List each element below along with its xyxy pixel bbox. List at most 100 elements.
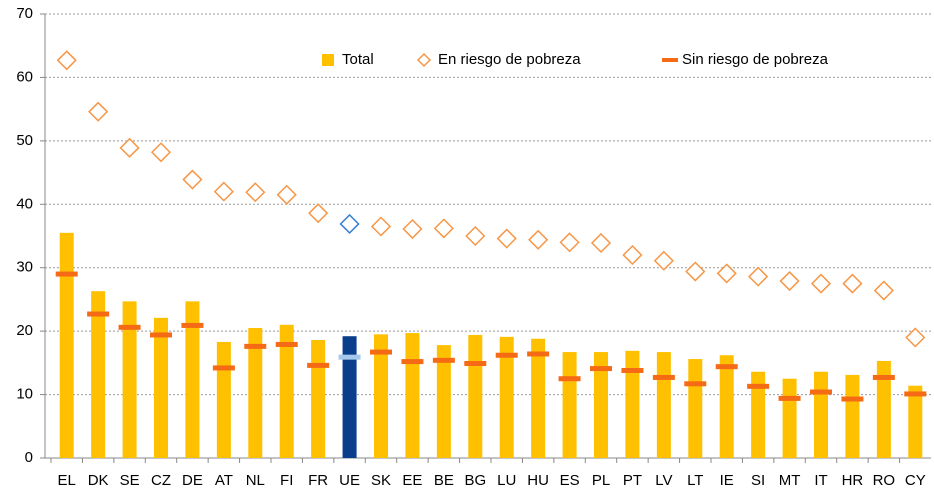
bar: [719, 355, 734, 458]
bar: [814, 371, 828, 458]
diamond-marker: [150, 142, 172, 163]
x-tick-label: DE: [182, 472, 203, 489]
dash-marker: [275, 341, 298, 347]
x-tick-label: BE: [434, 472, 454, 489]
x-tick-label: PT: [623, 472, 642, 489]
bar: [656, 352, 671, 458]
dash-marker: [558, 376, 581, 382]
dash-marker: [87, 311, 110, 317]
dash-marker: [872, 374, 895, 380]
dash-marker: [307, 362, 330, 368]
dash-marker: [370, 349, 392, 355]
bar: [468, 334, 483, 458]
diamond-marker: [465, 225, 486, 247]
bar: [405, 333, 420, 458]
bar: [91, 291, 106, 458]
x-tick-label: HU: [527, 472, 549, 489]
diamond-marker: [56, 50, 77, 71]
diamond-marker: [873, 280, 894, 301]
x-tick-label: SK: [371, 472, 391, 489]
legend-label: Total: [342, 51, 374, 68]
legend-swatch: [322, 54, 334, 66]
legend-label: Sin riesgo de pobreza: [682, 51, 829, 68]
dash-marker: [464, 360, 487, 366]
bar: [625, 350, 640, 458]
x-tick-label: SI: [751, 472, 765, 489]
x-tick-label: IE: [720, 472, 734, 489]
x-tick-label: DK: [88, 472, 109, 489]
bar: [248, 327, 263, 458]
diamond-marker: [308, 203, 329, 224]
x-tick-label: FR: [308, 472, 328, 489]
y-tick-label: 20: [16, 322, 33, 339]
diamond-marker: [748, 266, 769, 287]
diamond-marker: [716, 263, 737, 284]
x-tick-label: LV: [655, 472, 672, 489]
bar: [154, 317, 168, 458]
bar: [436, 345, 451, 458]
dash-marker: [212, 365, 235, 371]
x-tick-label: EL: [58, 472, 76, 489]
x-tick-label: CZ: [151, 472, 171, 489]
diamond-marker: [810, 273, 832, 294]
y-tick-label: 60: [16, 68, 33, 85]
diamond-marker: [559, 232, 580, 253]
bar: [594, 352, 608, 458]
diamond-marker: [653, 250, 674, 271]
bar: [499, 336, 514, 458]
x-tick-label: LT: [687, 472, 703, 489]
x-tick-label: PL: [592, 472, 610, 489]
x-tick-label: EE: [402, 472, 422, 489]
x-tick-label: BG: [464, 472, 486, 489]
diamond-marker: [496, 228, 517, 249]
dash-marker: [55, 271, 78, 277]
x-tick-label: FI: [280, 472, 293, 489]
dash-marker: [841, 396, 864, 402]
y-tick-label: 50: [16, 132, 33, 149]
x-tick-label: UE: [339, 472, 360, 489]
y-tick-label: 30: [16, 259, 33, 276]
dash-marker: [338, 354, 361, 360]
dash-marker: [778, 395, 801, 401]
x-tick-label: AT: [215, 472, 233, 489]
dash-marker: [747, 383, 770, 389]
legend-swatch: [662, 58, 678, 62]
x-tick-label: SE: [120, 472, 140, 489]
dash-marker: [118, 324, 141, 330]
dash-marker: [181, 322, 204, 328]
bar: [374, 334, 388, 458]
diamond-marker: [245, 182, 266, 203]
bar: [279, 324, 294, 458]
bar: [185, 301, 200, 458]
legend-swatch: [416, 52, 432, 68]
bar: [845, 374, 860, 458]
x-tick-label: MT: [779, 472, 801, 489]
diamond-marker: [339, 213, 360, 235]
bar: [342, 336, 357, 458]
diamond-marker: [88, 101, 109, 122]
dash-marker: [495, 352, 518, 358]
bar: [562, 352, 577, 458]
bar: [531, 338, 546, 458]
diamond-marker: [528, 229, 549, 250]
dash-marker: [684, 381, 707, 387]
dash-marker: [621, 367, 644, 373]
x-tick-label: HR: [842, 472, 864, 489]
diamond-marker: [370, 216, 392, 237]
diamond-marker: [433, 218, 454, 239]
bar: [751, 371, 766, 458]
legend-label: En riesgo de pobreza: [438, 51, 581, 68]
diamond-marker: [402, 218, 423, 240]
y-tick-label: 70: [16, 5, 33, 22]
x-tick-label: IT: [814, 472, 827, 489]
dash-marker: [652, 374, 675, 380]
dash-marker: [590, 366, 612, 372]
x-tick-label: LU: [497, 472, 516, 489]
bar: [688, 359, 703, 458]
y-tick-label: 40: [16, 195, 33, 212]
x-tick-label: CY: [905, 472, 926, 489]
dash-marker: [715, 364, 738, 370]
y-tick-label: 0: [25, 449, 33, 466]
x-tick-label: NL: [246, 472, 265, 489]
